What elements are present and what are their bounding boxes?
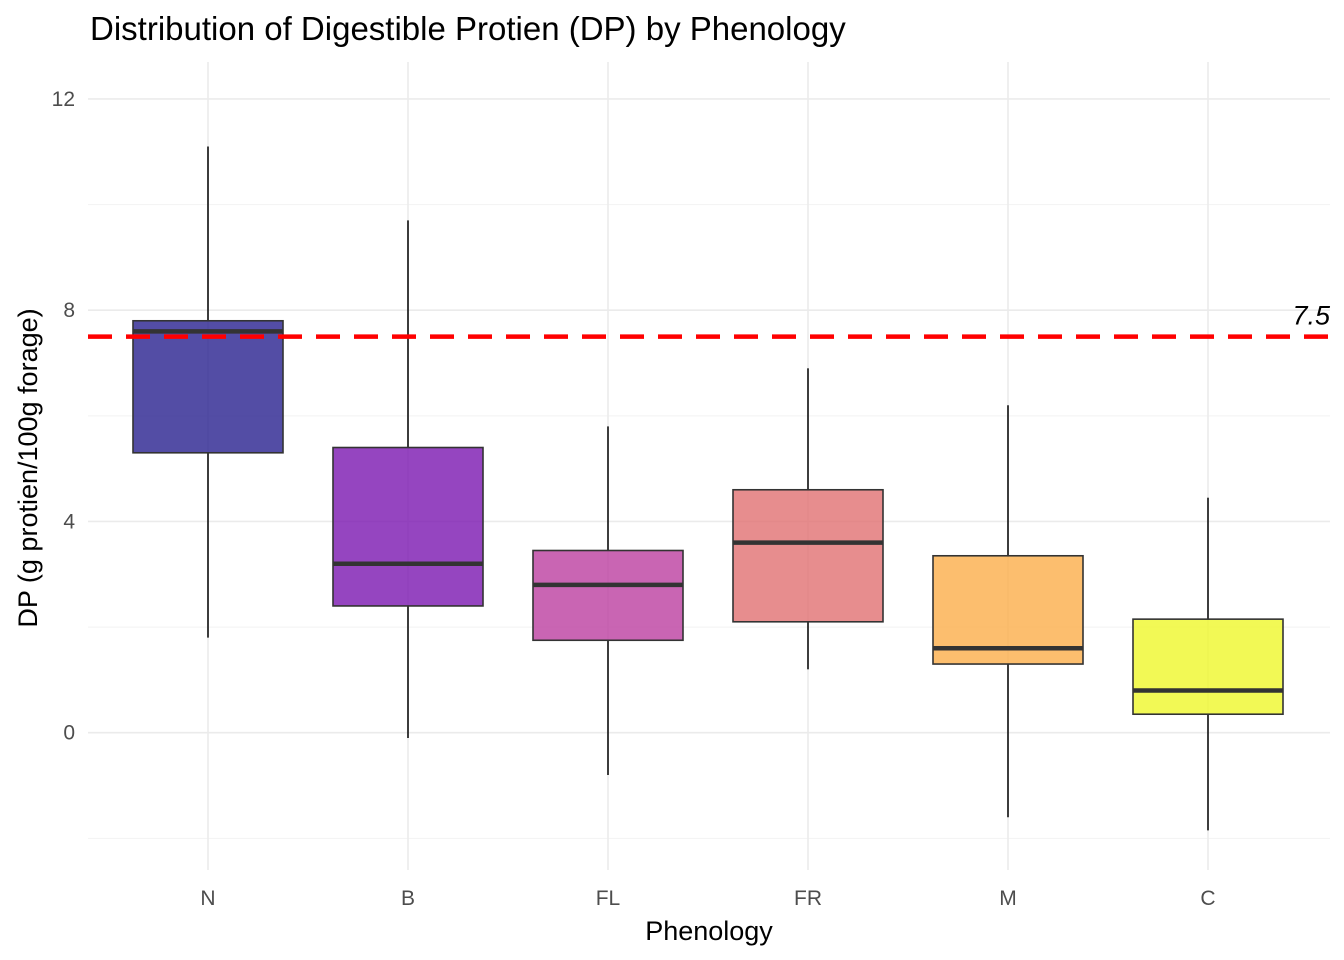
- x-tick-label: B: [401, 887, 415, 910]
- box-m: [932, 405, 1084, 818]
- box-body: [332, 446, 484, 607]
- chart-title: Distribution of Digestible Protien (DP) …: [90, 10, 846, 47]
- box-c: [1132, 497, 1284, 831]
- box-body: [1132, 618, 1284, 716]
- box-fl: [532, 426, 684, 775]
- reference-line-label: 7.5: [1292, 301, 1331, 331]
- box-body: [132, 319, 284, 454]
- x-tick-labels: N B FL FR M C: [200, 887, 1215, 910]
- x-axis-title: Phenology: [645, 916, 773, 946]
- y-axis-title: DP (g protien/100g forage): [13, 308, 43, 627]
- y-tick-labels: 0 4 8 12: [52, 88, 76, 745]
- box-fr: [732, 368, 884, 670]
- box-body: [532, 549, 684, 642]
- box-b: [332, 220, 484, 738]
- box-n: [132, 146, 284, 638]
- reference-line-group: 7.5: [88, 301, 1331, 339]
- x-tick-label: N: [200, 887, 215, 910]
- x-tick-label: M: [999, 887, 1017, 910]
- grid-lines: [88, 62, 1330, 870]
- y-tick-label: 8: [63, 299, 75, 322]
- y-tick-label: 4: [63, 510, 75, 533]
- box-body: [732, 488, 884, 623]
- y-tick-label: 0: [63, 722, 75, 745]
- x-tick-label: FL: [596, 887, 621, 910]
- boxes: [132, 146, 1284, 831]
- x-tick-label: FR: [794, 887, 822, 910]
- x-tick-label: C: [1200, 887, 1215, 910]
- y-tick-label: 12: [52, 88, 75, 111]
